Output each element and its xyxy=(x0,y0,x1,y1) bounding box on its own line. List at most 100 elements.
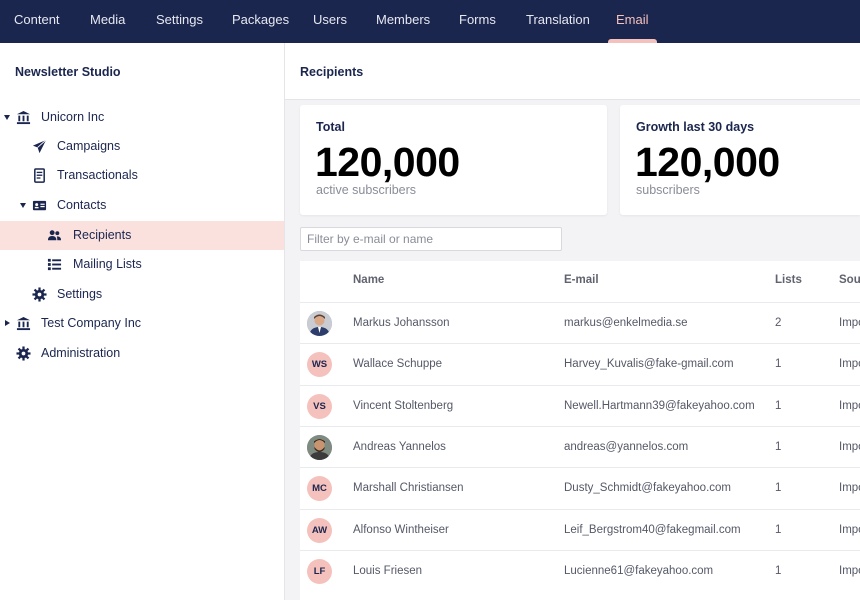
recipient-email: andreas@yannelos.com xyxy=(564,441,689,453)
avatar: LF xyxy=(307,559,332,584)
column-header-source[interactable]: Sour xyxy=(839,274,860,286)
list-icon xyxy=(47,258,62,271)
recipient-source: Impo xyxy=(839,441,860,453)
table-row[interactable]: LF Louis Friesen Lucienne61@fakeyahoo.co… xyxy=(300,550,860,592)
column-header-lists[interactable]: Lists xyxy=(775,274,802,286)
avatar xyxy=(307,311,332,336)
filter-input[interactable] xyxy=(300,227,562,251)
tree-item-administration[interactable]: Administration xyxy=(0,339,284,368)
recipient-source: Impo xyxy=(839,400,860,412)
user-photo-icon xyxy=(307,311,332,336)
tree-item-label: Campaigns xyxy=(57,139,121,153)
tree-item-label: Settings xyxy=(57,287,103,301)
paper-plane-icon xyxy=(32,139,47,154)
recipient-name: Alfonso Wintheiser xyxy=(353,524,449,536)
table-row[interactable]: Andreas Yannelos andreas@yannelos.com 1 … xyxy=(300,426,860,468)
avatar xyxy=(307,435,332,460)
nav-packages[interactable]: Packages xyxy=(232,12,290,27)
tree-item-label: Unicorn Inc xyxy=(41,110,105,124)
recipient-email: Newell.Hartmann39@fakeyahoo.com xyxy=(564,400,755,412)
recipient-email: markus@enkelmedia.se xyxy=(564,317,688,329)
recipient-email: Dusty_Schmidt@fakeyahoo.com xyxy=(564,482,731,494)
recipient-lists: 2 xyxy=(775,317,782,329)
nav-translation[interactable]: Translation xyxy=(526,12,590,27)
users-icon xyxy=(47,230,62,241)
user-photo-icon xyxy=(307,435,332,460)
recipient-name: Marshall Christiansen xyxy=(353,482,464,494)
tree-item-label: Transactionals xyxy=(57,168,138,182)
main-header: Recipients xyxy=(285,43,860,100)
stat-card-title: Total xyxy=(316,120,345,134)
page-title: Recipients xyxy=(300,65,364,79)
tree-item-settings[interactable]: Settings xyxy=(0,280,284,309)
tree-item-test-company-inc[interactable]: Test Company Inc xyxy=(0,309,284,338)
table-row[interactable]: Markus Johansson markus@enkelmedia.se 2 … xyxy=(300,302,860,344)
table-row[interactable]: VS Vincent Stoltenberg Newell.Hartmann39… xyxy=(300,385,860,427)
tree-item-unicorn-inc[interactable]: Unicorn Inc xyxy=(0,103,284,132)
tree-item-label: Contacts xyxy=(57,198,107,212)
nav-members[interactable]: Members xyxy=(376,12,431,27)
recipient-lists: 1 xyxy=(775,358,782,370)
nav-settings[interactable]: Settings xyxy=(156,12,203,27)
tree-item-transactionals[interactable]: Transactionals xyxy=(0,161,284,190)
tree-item-label: Test Company Inc xyxy=(41,316,142,330)
tree-item-label: Mailing Lists xyxy=(73,257,142,271)
avatar: VS xyxy=(307,394,332,419)
column-header-email[interactable]: E-mail xyxy=(564,274,599,286)
tree-item-mailing-lists[interactable]: Mailing Lists xyxy=(0,250,284,279)
recipient-source: Impo xyxy=(839,482,860,494)
tree-item-label: Recipients xyxy=(73,228,132,242)
recipient-lists: 1 xyxy=(775,524,782,536)
recipient-name: Wallace Schuppe xyxy=(353,358,443,370)
caret-down-icon[interactable] xyxy=(4,115,10,120)
recipient-lists: 1 xyxy=(775,565,782,577)
recipient-email: Lucienne61@fakeyahoo.com xyxy=(564,565,714,577)
recipient-name: Louis Friesen xyxy=(353,565,423,577)
sidebar-title: Newsletter Studio xyxy=(15,65,121,79)
recipient-source: Impo xyxy=(839,565,860,577)
receipt-icon xyxy=(34,168,45,183)
recipient-email: Leif_Bergstrom40@fakegmail.com xyxy=(564,524,741,536)
caret-right-icon[interactable] xyxy=(5,320,10,326)
gear-icon xyxy=(16,346,31,361)
recipient-name: Markus Johansson xyxy=(353,317,450,329)
bank-icon xyxy=(16,110,31,125)
nav-forms[interactable]: Forms xyxy=(459,12,496,27)
stat-card-value: 120,000 xyxy=(315,139,460,185)
tree-item-campaigns[interactable]: Campaigns xyxy=(0,132,284,161)
recipient-lists: 1 xyxy=(775,400,782,412)
table-row[interactable]: WS Wallace Schuppe Harvey_Kuvalis@fake-g… xyxy=(300,343,860,385)
nav-users[interactable]: Users xyxy=(313,12,347,27)
bank-icon xyxy=(16,316,31,331)
tree-item-contacts[interactable]: Contacts xyxy=(0,191,284,220)
stat-card-title: Growth last 30 days xyxy=(636,120,755,134)
stat-card-total: Total 120,000 active subscribers xyxy=(300,105,607,215)
avatar: AW xyxy=(307,518,332,543)
recipient-source: Impo xyxy=(839,317,860,329)
id-card-icon xyxy=(32,200,47,211)
recipient-name: Vincent Stoltenberg xyxy=(353,400,454,412)
recipient-email: Harvey_Kuvalis@fake-gmail.com xyxy=(564,358,734,370)
tree-item-recipients[interactable]: Recipients xyxy=(0,221,284,250)
column-header-name[interactable]: Name xyxy=(353,274,385,286)
table-row[interactable]: MC Marshall Christiansen Dusty_Schmidt@f… xyxy=(300,467,860,509)
avatar: WS xyxy=(307,352,332,377)
gear-icon xyxy=(32,287,47,302)
top-navigation: Content Media Settings Packages Users Me… xyxy=(0,0,860,43)
nav-email[interactable]: Email xyxy=(608,0,656,43)
caret-down-icon[interactable] xyxy=(20,203,26,208)
stat-card-subtitle: subscribers xyxy=(636,183,700,197)
nav-media[interactable]: Media xyxy=(90,12,126,27)
tree-item-label: Administration xyxy=(41,346,121,360)
recipient-lists: 1 xyxy=(775,482,782,494)
recipients-table: Name E-mail Lists Sour Markus Johansson … xyxy=(300,261,860,600)
recipient-source: Impo xyxy=(839,358,860,370)
stat-card-value: 120,000 xyxy=(635,139,780,185)
recipient-name: Andreas Yannelos xyxy=(353,441,446,453)
table-row[interactable]: AW Alfonso Wintheiser Leif_Bergstrom40@f… xyxy=(300,509,860,551)
stat-card-growth: Growth last 30 days 120,000 subscribers xyxy=(620,105,860,215)
nav-content[interactable]: Content xyxy=(14,12,60,27)
recipient-lists: 1 xyxy=(775,441,782,453)
recipient-source: Impo xyxy=(839,524,860,536)
sidebar: Newsletter Studio Unicorn Inc Campaigns … xyxy=(0,43,285,600)
